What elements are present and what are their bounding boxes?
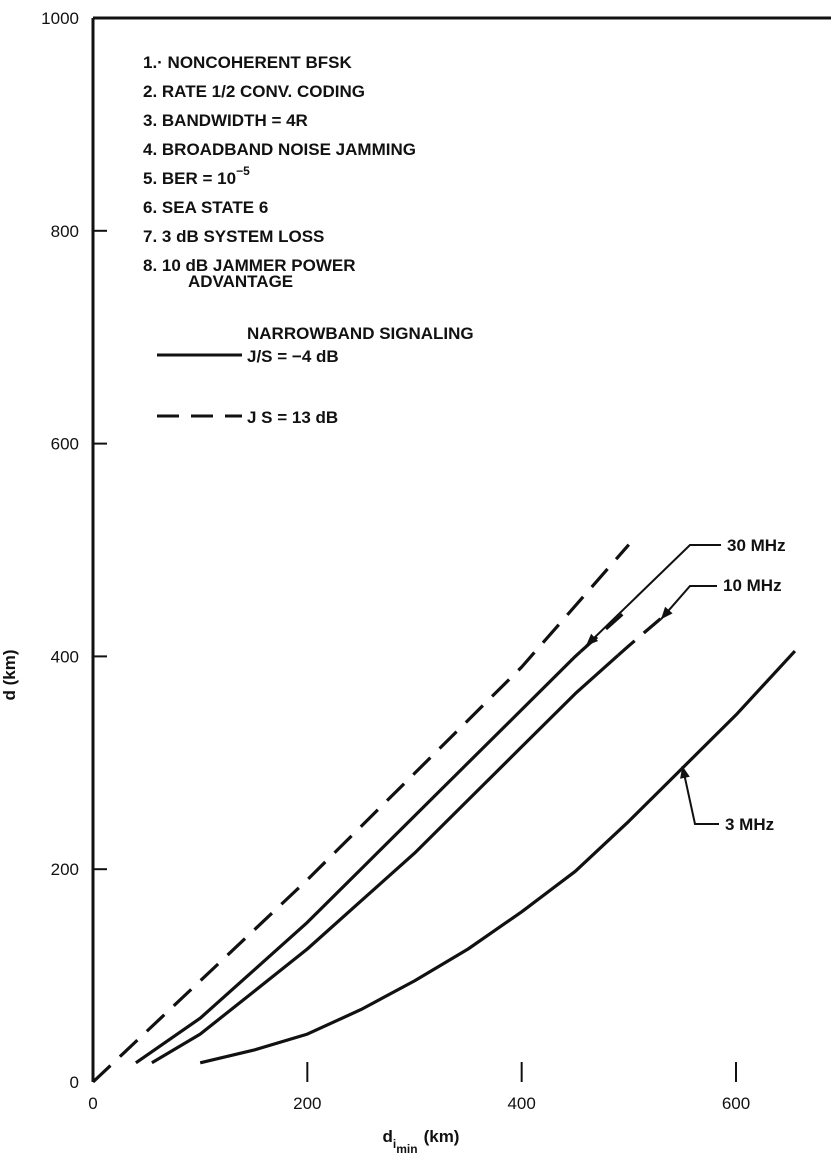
x-axis-label-unit: (km) — [424, 1127, 460, 1146]
y-axis-label: d (km) — [0, 650, 19, 701]
x-axis-label-subscript: i — [393, 1137, 396, 1151]
annotation-leader — [681, 765, 719, 825]
x-axis-label: dimin (km) — [383, 1127, 460, 1156]
legend-title: NARROWBAND SIGNALING — [247, 324, 474, 343]
annotation-arrowhead — [680, 766, 690, 779]
condition-2: 2. RATE 1/2 CONV. CODING — [143, 82, 365, 101]
x-tick-label: 600 — [722, 1094, 750, 1113]
y-axis-ticks: 0 200 400 600 800 1000 — [41, 9, 107, 1092]
x-tick-label: 200 — [293, 1094, 321, 1113]
condition-5-text: 5. BER = 10 — [143, 169, 236, 188]
conditions-list: 1.· NONCOHERENT BFSK 2. RATE 1/2 CONV. C… — [143, 53, 416, 291]
annotation-arrowhead — [586, 633, 599, 646]
legend-solid-label: J/S = −4 dB — [247, 347, 339, 366]
condition-7: 7. 3 dB SYSTEM LOSS — [143, 227, 324, 246]
y-tick-label: 800 — [51, 222, 79, 241]
condition-3: 3. BANDWIDTH = 4R — [143, 111, 308, 130]
x-tick-label: 400 — [507, 1094, 535, 1113]
condition-6: 6. SEA STATE 6 — [143, 198, 268, 217]
y-tick-label: 400 — [51, 647, 79, 666]
annotation-label: 30 MHz — [727, 536, 786, 555]
annotation-0: 30 MHz — [585, 536, 786, 647]
condition-5: 5. BER = 10−5 — [143, 164, 250, 188]
condition-8-continued: ADVANTAGE — [188, 272, 293, 291]
annotation-leader — [660, 585, 717, 620]
annotation-leader — [585, 544, 721, 647]
annotation-label: 3 MHz — [725, 815, 774, 834]
y-tick-label: 200 — [51, 860, 79, 879]
series-3 — [199, 650, 797, 1065]
annotation-label: 10 MHz — [723, 576, 782, 595]
series-line — [91, 543, 631, 1084]
annotation-arrowhead — [661, 606, 673, 620]
y-tick-label: 600 — [51, 435, 79, 454]
condition-1: 1.· NONCOHERENT BFSK — [143, 53, 352, 72]
x-axis-ticks: 0 200 400 600 — [88, 1062, 750, 1113]
x-axis-label-subsubscript: min — [396, 1142, 417, 1156]
plot-frame — [91, 16, 831, 1082]
curve-annotations: 30 MHz 10 MHz 3 MHz — [585, 536, 786, 834]
legend: NARROWBAND SIGNALING J/S = −4 dB J S = 1… — [157, 324, 474, 427]
x-tick-label: 0 — [88, 1094, 97, 1113]
series-line — [199, 650, 797, 1065]
condition-4: 4. BROADBAND NOISE JAMMING — [143, 140, 416, 159]
y-tick-label: 1000 — [41, 9, 79, 28]
series-line-solid — [134, 650, 582, 1065]
x-axis-label-main: d — [383, 1127, 393, 1146]
series-1 — [151, 612, 668, 1065]
annotation-2: 3 MHz — [680, 765, 774, 834]
series-0 — [134, 607, 630, 1065]
series-line-solid — [151, 654, 620, 1065]
condition-8: 8. 10 dB JAMMER POWER — [143, 256, 356, 275]
legend-dashed-label: J S = 13 dB — [247, 408, 338, 427]
annotation-1: 10 MHz — [660, 576, 782, 620]
series-group — [91, 543, 797, 1084]
condition-5-exponent: −5 — [236, 164, 250, 178]
series-2 — [91, 543, 631, 1084]
series-line-dashed — [617, 612, 668, 657]
y-tick-label: 0 — [70, 1073, 79, 1092]
